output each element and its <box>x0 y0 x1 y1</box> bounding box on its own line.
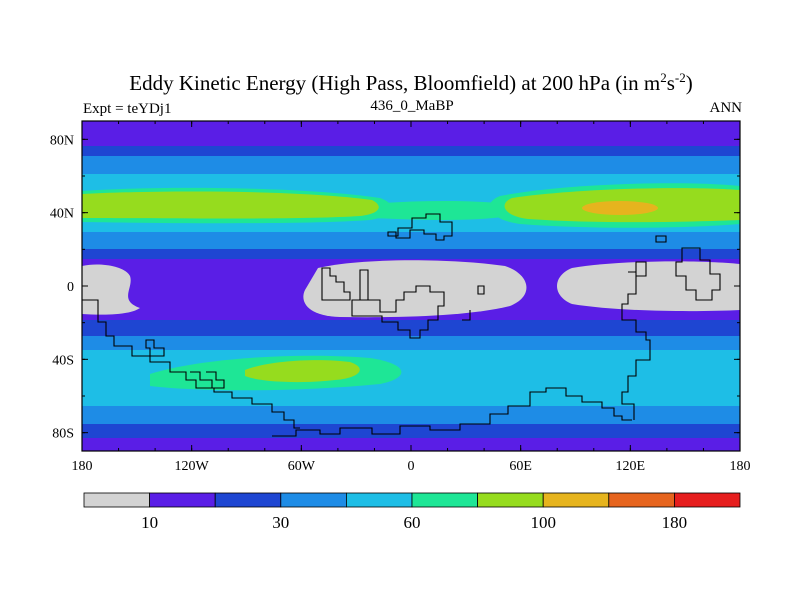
y-tick-label: 40S <box>52 353 74 368</box>
colorbar-label: 100 <box>530 513 556 532</box>
contour-field <box>82 121 740 451</box>
band-north-darkblue-top <box>82 146 740 156</box>
colorbar-label: 30 <box>272 513 289 532</box>
x-tick-label: 120W <box>175 459 210 474</box>
coast-antarctica <box>272 387 632 437</box>
jet-north-west-core <box>82 191 379 219</box>
experiment-label: Expt = teYDj1 <box>83 101 172 117</box>
band-north-darkblue <box>82 249 740 259</box>
y-tick-label: 0 <box>67 280 74 295</box>
colorbar-label: 180 <box>662 513 688 532</box>
tropic-min-indian-pacific <box>557 261 740 312</box>
y-tick-label: 80N <box>50 133 74 148</box>
band-south-blue <box>82 336 740 350</box>
colorbar-swatch <box>674 492 741 508</box>
colorbar-swatch <box>83 492 150 508</box>
jet-south-core <box>245 360 360 383</box>
season-label: ANN <box>709 100 743 116</box>
coast-europe-asia <box>387 213 453 241</box>
colorbar-swatch <box>149 492 216 508</box>
axis-labels: 180 120W 60W 0 60E 120E 180 80N 40N 0 40S 80S <box>50 133 751 474</box>
coast-south-america <box>82 299 300 429</box>
colorbar-swatch <box>477 492 544 508</box>
coast-africa <box>321 267 445 339</box>
x-tick-label: 60W <box>288 459 316 474</box>
colorbar-swatch <box>280 492 347 508</box>
run-label: 436_0_MaBP <box>370 98 454 114</box>
coast-islands-south <box>145 339 225 389</box>
band-south-darkblue-low <box>82 424 740 438</box>
x-tick-label: 0 <box>408 459 415 474</box>
colorbar: 10 30 60 100 180 <box>83 492 741 532</box>
coast-maritime <box>462 285 485 321</box>
x-tick-label: 180 <box>730 459 751 474</box>
y-tick-label: 40N <box>50 207 74 222</box>
tropic-min-pacific-west <box>82 264 140 315</box>
colorbar-swatch <box>345 492 413 508</box>
x-tick-label: 120E <box>616 459 646 474</box>
band-north-blue-low <box>82 232 740 249</box>
colorbar-swatch <box>214 492 282 508</box>
band-north-blue <box>82 156 740 174</box>
plot-title: Eddy Kinetic Energy (High Pass, Bloomfie… <box>129 70 693 95</box>
tropic-min-atlantic-africa <box>303 260 527 318</box>
jet-north-connector <box>370 201 510 220</box>
colorbar-label: 10 <box>141 513 158 532</box>
x-tick-label: 60E <box>509 459 532 474</box>
coast-australia-asia <box>621 235 721 420</box>
axis-ticks <box>81 121 741 451</box>
colorbar-swatch <box>608 492 675 508</box>
colorbar-label: 60 <box>404 513 421 532</box>
jet-north-max <box>582 201 658 215</box>
band-south-darkblue <box>82 320 740 336</box>
colorbar-swatch <box>542 492 610 508</box>
x-tick-label: 180 <box>72 459 93 474</box>
coastlines <box>82 213 721 437</box>
band-south-blue-low <box>82 406 740 424</box>
colorbar-swatch <box>411 492 478 508</box>
y-tick-label: 80S <box>52 427 74 442</box>
